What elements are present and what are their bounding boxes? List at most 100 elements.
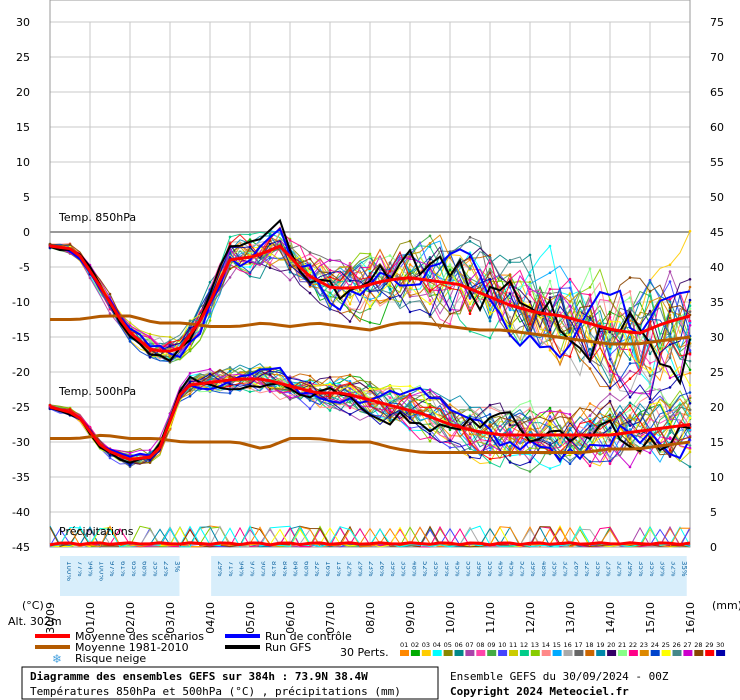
perturbation-point (568, 428, 572, 432)
perturbation-point (668, 410, 672, 414)
perturbation-point (568, 327, 572, 330)
perturbation-point (188, 346, 192, 349)
snow-risk-value: 97% (108, 561, 116, 577)
perturbation-point (228, 276, 232, 279)
perturbation-point (368, 305, 372, 309)
perturbation-point (528, 300, 532, 304)
snow-cell (610, 556, 622, 596)
legend-climo-label: Moyenne 1981-2010 (75, 641, 189, 654)
perturbation-point (268, 373, 272, 376)
date-label: 04/10 (204, 602, 217, 634)
perturbation-point (468, 446, 472, 450)
perturbation-point (588, 408, 592, 412)
snow-cell (254, 556, 266, 596)
pert-swatch (530, 650, 540, 656)
perturbation-point (408, 417, 412, 420)
perturbation-point (248, 245, 252, 249)
pert-number: 19 (596, 641, 604, 649)
perturbation-point (628, 408, 632, 412)
snow-cell (135, 556, 148, 596)
perturbation-point (428, 293, 432, 296)
snow-cell (157, 556, 169, 596)
date-label: 03/10 (164, 602, 177, 634)
snow-cell (470, 556, 482, 596)
perturbation-point (88, 276, 92, 280)
perturbation-point (548, 338, 552, 342)
perturbation-point (488, 443, 492, 446)
perturbation-point (388, 392, 392, 395)
snow-risk-value: 39% (475, 561, 483, 577)
perturbation-point (548, 467, 552, 470)
perturbation-point (468, 306, 472, 310)
perturbation-point (348, 272, 352, 275)
perturbation-point (688, 444, 692, 447)
perturbation-point (148, 355, 152, 359)
t500-label: Temp. 500hPa (58, 385, 136, 398)
perturbation-point (428, 242, 432, 245)
left-axis-ticks: 30 25 20 15 10 5 0 -5 -10 -15 -20 -25 -30 -35 -40 -45 (12, 16, 30, 554)
perturbation-point (368, 402, 372, 406)
pert-swatch (607, 650, 617, 656)
pert-number: 15 (553, 641, 561, 649)
perturbation-point (428, 284, 432, 288)
perturbation-point (348, 266, 352, 269)
perturbation-point (268, 255, 272, 259)
perturbation-point (608, 336, 612, 339)
perturbation-point (368, 298, 372, 301)
snow-cell (329, 556, 342, 596)
perturbation-point (668, 448, 672, 452)
perturbation-point (288, 396, 292, 400)
perturbation-point (568, 459, 572, 462)
pert-swatch (716, 650, 726, 656)
perturbation-point (568, 300, 572, 303)
snow-cell (60, 556, 72, 596)
right-tick-label: 60 (710, 121, 724, 134)
perturbation-point (208, 375, 212, 378)
snow-risk-value: 35% (680, 561, 688, 577)
pert-swatch (487, 650, 497, 656)
snow-risk-value: 90% (259, 561, 267, 577)
perturbation-point (348, 269, 352, 272)
perturbation-point (308, 397, 312, 401)
perturbation-point (448, 322, 452, 326)
perturbation-point (228, 382, 232, 386)
perturbation-point (348, 373, 352, 377)
perts-legend: 01 02 03 04 05 06 07 08 09 10 11 12 13 14 15 16 17 18 19 20… (400, 641, 726, 656)
perturbation-point (528, 447, 532, 450)
perturbation-point (528, 312, 532, 316)
perturbation-point (348, 380, 352, 383)
perturbation-point (508, 453, 512, 457)
snow-cell (675, 556, 687, 596)
perturbation-point (508, 308, 512, 312)
perturbation-point (388, 419, 392, 422)
perturbation-point (228, 264, 232, 267)
perturbation-point (268, 262, 272, 265)
perturbation-point (388, 409, 392, 412)
perturbation-point (308, 387, 312, 391)
pert-swatch (618, 650, 627, 656)
perturbation-point (688, 368, 692, 372)
perturbation-point (428, 390, 432, 394)
snow-risk-value: 39% (443, 561, 451, 577)
perturbation-point (428, 393, 432, 396)
perturbation-point (348, 261, 352, 265)
snow-cell (113, 556, 126, 596)
perturbation-point (628, 419, 632, 423)
perturbation-point (668, 408, 672, 412)
snow-risk-value: 35% (400, 561, 408, 577)
snow-risk-value: 81% (270, 561, 278, 577)
date-label: 06/10 (284, 602, 297, 634)
pert-number: 24 (651, 641, 659, 649)
perturbation-point (628, 377, 632, 381)
perturbation-point (608, 413, 612, 417)
perturbation-point (368, 409, 372, 413)
perturbation-point (648, 352, 652, 356)
perturbation-point (108, 456, 112, 460)
snow-risk-value: 100% (65, 561, 73, 581)
perturbation-point (648, 441, 652, 445)
perturbation-point (248, 390, 252, 394)
date-label: 16/10 (684, 602, 697, 634)
precip-label: Précipitations (59, 525, 134, 538)
snow-risk-value: 32% (669, 561, 677, 577)
